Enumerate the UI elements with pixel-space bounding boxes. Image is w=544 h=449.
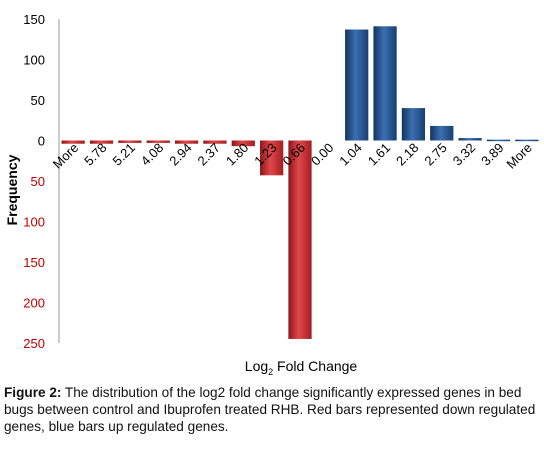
y-tick-label: 150 xyxy=(23,12,45,27)
up-regulated-bar xyxy=(458,138,482,141)
y-tick-label: 250 xyxy=(23,336,45,351)
x-tick-label: More xyxy=(503,140,535,172)
y-tick-label: 50 xyxy=(31,174,45,189)
down-regulated-bar xyxy=(260,140,284,176)
down-regulated-bar xyxy=(288,140,312,339)
x-tick-label: 2.18 xyxy=(393,140,422,169)
down-regulated-bar xyxy=(203,140,227,144)
x-tick-label: 5.21 xyxy=(110,140,139,169)
x-tick-label: 5.78 xyxy=(81,140,110,169)
x-axis-title-rest: Fold Change xyxy=(273,358,357,374)
y-tick-label: 50 xyxy=(31,93,45,108)
x-tick-label: 3.32 xyxy=(450,140,479,169)
up-regulated-bar xyxy=(345,29,369,141)
caption-label: Figure 2: xyxy=(4,385,62,400)
x-tick-label: 2.94 xyxy=(166,140,195,169)
y-tick-label: 100 xyxy=(23,215,45,230)
x-tick-label: 2.37 xyxy=(195,140,224,169)
x-tick-label: 0.00 xyxy=(308,140,337,169)
y-tick-label: 0 xyxy=(38,134,45,149)
up-regulated-bar xyxy=(515,139,539,142)
x-tick-label: More xyxy=(50,140,82,172)
x-tick-label: 2.75 xyxy=(421,140,450,169)
down-regulated-bar xyxy=(146,140,170,143)
up-regulated-bar xyxy=(401,108,426,141)
down-regulated-bar xyxy=(174,140,199,144)
x-axis-title-main: Log xyxy=(245,358,268,374)
down-regulated-bar xyxy=(231,140,255,147)
down-regulated-bar xyxy=(61,140,85,144)
down-regulated-bar xyxy=(89,140,114,144)
x-tick-label: 1.61 xyxy=(365,140,394,169)
figure-caption: Figure 2: The distribution of the log2 f… xyxy=(4,384,540,435)
x-tick-label: 3.89 xyxy=(478,140,507,169)
up-regulated-bar xyxy=(430,125,454,141)
y-tick-label: 100 xyxy=(23,53,45,68)
y-tick-label: 150 xyxy=(23,255,45,270)
x-axis-title-subscript: 2 xyxy=(268,367,273,377)
y-tick-label: 200 xyxy=(23,296,45,311)
x-axis-title: Log2 Fold Change xyxy=(245,358,358,377)
down-regulated-bar xyxy=(118,140,142,143)
y-axis-title: Frequency xyxy=(4,154,20,225)
x-tick-label: 1.04 xyxy=(336,140,365,169)
up-regulated-bar xyxy=(373,26,397,141)
caption-text: The distribution of the log2 fold change… xyxy=(4,385,536,434)
x-tick-label: 4.08 xyxy=(138,140,167,169)
up-regulated-bar xyxy=(486,139,511,142)
